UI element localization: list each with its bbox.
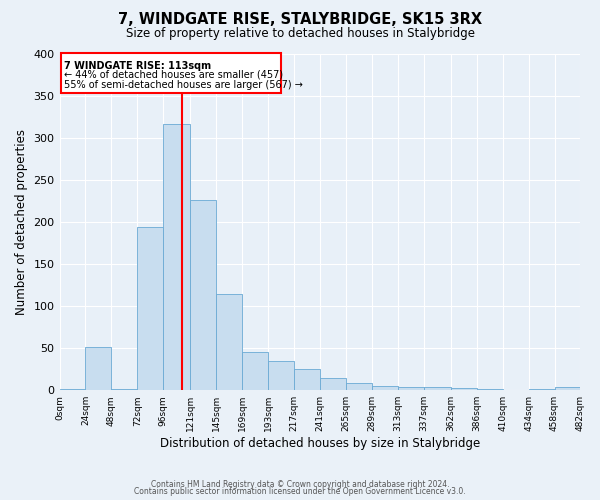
Bar (59, 388, 85, 390)
Bar (85, 348, 112, 390)
FancyBboxPatch shape (61, 53, 281, 92)
Text: Contains public sector information licensed under the Open Government Licence v3: Contains public sector information licen… (134, 488, 466, 496)
Bar (294, 369, 320, 390)
Bar (242, 352, 268, 390)
Bar (268, 361, 294, 390)
X-axis label: Distribution of detached houses by size in Stalybridge: Distribution of detached houses by size … (160, 437, 480, 450)
Bar (112, 388, 137, 390)
Bar (190, 200, 216, 390)
Bar (372, 386, 398, 390)
Bar (529, 388, 554, 390)
Text: 7 WINDGATE RISE: 113sqm: 7 WINDGATE RISE: 113sqm (64, 60, 211, 70)
Bar (137, 227, 163, 390)
Text: 55% of semi-detached houses are larger (567) →: 55% of semi-detached houses are larger (… (64, 80, 303, 90)
Bar (451, 388, 477, 390)
Text: ← 44% of detached houses are smaller (457): ← 44% of detached houses are smaller (45… (64, 70, 283, 80)
Bar (163, 124, 190, 390)
Bar (424, 387, 451, 390)
Bar (216, 294, 242, 390)
Text: Size of property relative to detached houses in Stalybridge: Size of property relative to detached ho… (125, 28, 475, 40)
Bar (477, 388, 503, 390)
Y-axis label: Number of detached properties: Number of detached properties (15, 129, 28, 315)
Bar (554, 387, 581, 390)
Bar (320, 378, 346, 390)
Bar (346, 384, 372, 390)
Text: 7, WINDGATE RISE, STALYBRIDGE, SK15 3RX: 7, WINDGATE RISE, STALYBRIDGE, SK15 3RX (118, 12, 482, 28)
Bar (398, 387, 424, 390)
Text: Contains HM Land Registry data © Crown copyright and database right 2024.: Contains HM Land Registry data © Crown c… (151, 480, 449, 489)
